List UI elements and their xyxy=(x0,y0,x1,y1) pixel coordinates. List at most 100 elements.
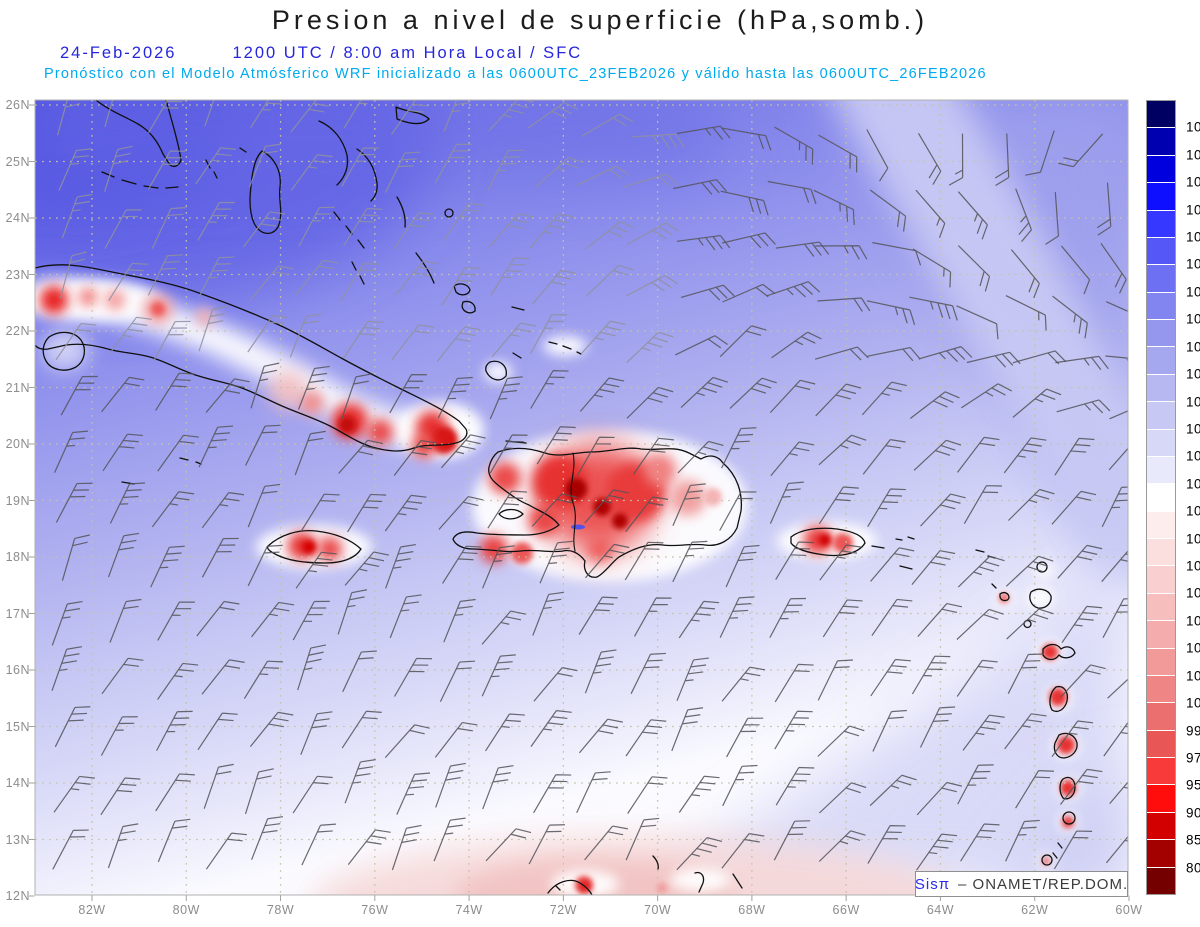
wind-barb xyxy=(292,775,333,814)
wind-barb xyxy=(384,494,427,532)
wind-barb xyxy=(861,381,907,416)
colorbar-segment xyxy=(1147,402,1175,430)
wind-barb xyxy=(251,816,284,860)
wind-barb xyxy=(101,376,145,413)
coast-st-lucia xyxy=(1059,776,1076,800)
wind-barb xyxy=(623,173,678,188)
wind-barb xyxy=(490,257,530,296)
wind-barb xyxy=(963,485,1002,525)
wind-barb xyxy=(244,768,274,815)
wind-barb xyxy=(1108,436,1128,471)
colorbar-tick-label: 1018 xyxy=(1186,366,1200,382)
wind-barb xyxy=(290,154,333,191)
wind-barb xyxy=(1058,133,1104,168)
wind-barb xyxy=(434,721,478,758)
colorbar-tick-label: 1013 xyxy=(1186,503,1200,519)
wind-barb xyxy=(289,313,322,358)
wind-barb xyxy=(956,305,999,340)
wind-barb xyxy=(294,430,326,476)
wind-barb xyxy=(725,544,760,588)
colorbar-segment xyxy=(1147,183,1175,211)
wind-barb xyxy=(482,765,514,810)
wind-barb xyxy=(920,493,966,527)
model-info: Pronóstico con el Modelo Atmósferico WRF… xyxy=(44,66,987,82)
wind-barb xyxy=(1007,653,1044,694)
coast-virgin-islands xyxy=(871,536,915,570)
lon-label: 78W xyxy=(266,903,295,917)
wind-barb xyxy=(249,711,294,747)
wind-barb xyxy=(627,222,680,246)
wind-barb xyxy=(866,129,889,182)
wind-barb xyxy=(1005,819,1040,862)
wind-barb xyxy=(766,281,821,298)
wind-barb xyxy=(157,601,195,641)
wind-barb xyxy=(626,331,674,364)
colorbar-segment xyxy=(1147,237,1175,266)
wind-barb xyxy=(394,260,439,296)
wind-barb xyxy=(109,316,152,354)
wind-barb xyxy=(530,314,568,354)
wind-barb xyxy=(774,663,814,703)
wind-barb xyxy=(767,180,817,205)
wind-barb xyxy=(198,305,228,352)
lake-enriquillo xyxy=(571,524,585,530)
wind-barb xyxy=(818,134,858,173)
wind-barb xyxy=(815,383,862,417)
coast-bahamas xyxy=(205,106,430,186)
wind-barb xyxy=(443,100,476,132)
coast-eleuthera-cat xyxy=(356,148,454,228)
colorbar-tick-label: 1017 xyxy=(1186,394,1200,410)
colorbar-tick-label: 1004 xyxy=(1186,640,1200,656)
wind-barb xyxy=(434,143,473,184)
wind-barb xyxy=(1051,720,1094,758)
colorbar-segment xyxy=(1147,265,1175,293)
colorbar-segment xyxy=(1147,539,1175,567)
wind-barb xyxy=(948,133,964,186)
wind-barb xyxy=(298,206,335,247)
wind-barb xyxy=(871,598,913,636)
wind-barb xyxy=(957,436,1000,473)
colorbar-tick-label: 1028 xyxy=(1186,229,1200,245)
coast-se-bahamas xyxy=(453,283,525,314)
wind-barb xyxy=(771,331,822,359)
wind-barb xyxy=(1006,608,1054,640)
wind-barb xyxy=(55,322,97,361)
wind-barb xyxy=(1107,667,1128,699)
lat-label: 16N xyxy=(5,663,30,677)
wind-barb xyxy=(343,100,383,129)
wind-barb xyxy=(584,489,629,524)
wind-barb xyxy=(957,555,1005,588)
wind-barb xyxy=(721,833,765,869)
colorbar-tick-label: 1014 xyxy=(1186,476,1200,492)
wind-barb xyxy=(1010,249,1040,299)
wind-barb xyxy=(1005,295,1047,331)
wind-barb xyxy=(913,439,962,471)
wind-barb xyxy=(866,300,916,325)
wind-barb xyxy=(109,482,146,524)
colorbar-segment xyxy=(1147,675,1175,704)
wind-barb xyxy=(676,125,731,140)
lat-label: 21N xyxy=(5,380,30,395)
wind-barb xyxy=(818,830,866,862)
colorbar-tick-label: 1030 xyxy=(1186,202,1200,218)
wind-barb xyxy=(530,370,569,409)
wind-barb xyxy=(915,189,946,239)
wind-barb xyxy=(960,823,1000,862)
wind-barb xyxy=(625,817,660,861)
coast-hispaniola xyxy=(452,447,743,578)
wind-barb xyxy=(1105,828,1128,864)
wind-barbs-layer xyxy=(51,100,1128,871)
wind-barb xyxy=(485,828,532,862)
wind-barb xyxy=(576,436,615,476)
lon-label: 66W xyxy=(832,903,860,917)
lon-label: 62W xyxy=(1021,903,1049,917)
wind-barb xyxy=(1057,544,1103,579)
wind-barb xyxy=(443,598,476,643)
wind-barb xyxy=(769,597,807,638)
page-title: Presion a nivel de superficie (hPa,somb.… xyxy=(271,5,929,35)
wind-barb xyxy=(773,820,811,861)
colorbar-tick-label: 800 xyxy=(1186,860,1200,876)
wind-barb xyxy=(531,493,577,527)
wind-barb xyxy=(205,832,247,870)
